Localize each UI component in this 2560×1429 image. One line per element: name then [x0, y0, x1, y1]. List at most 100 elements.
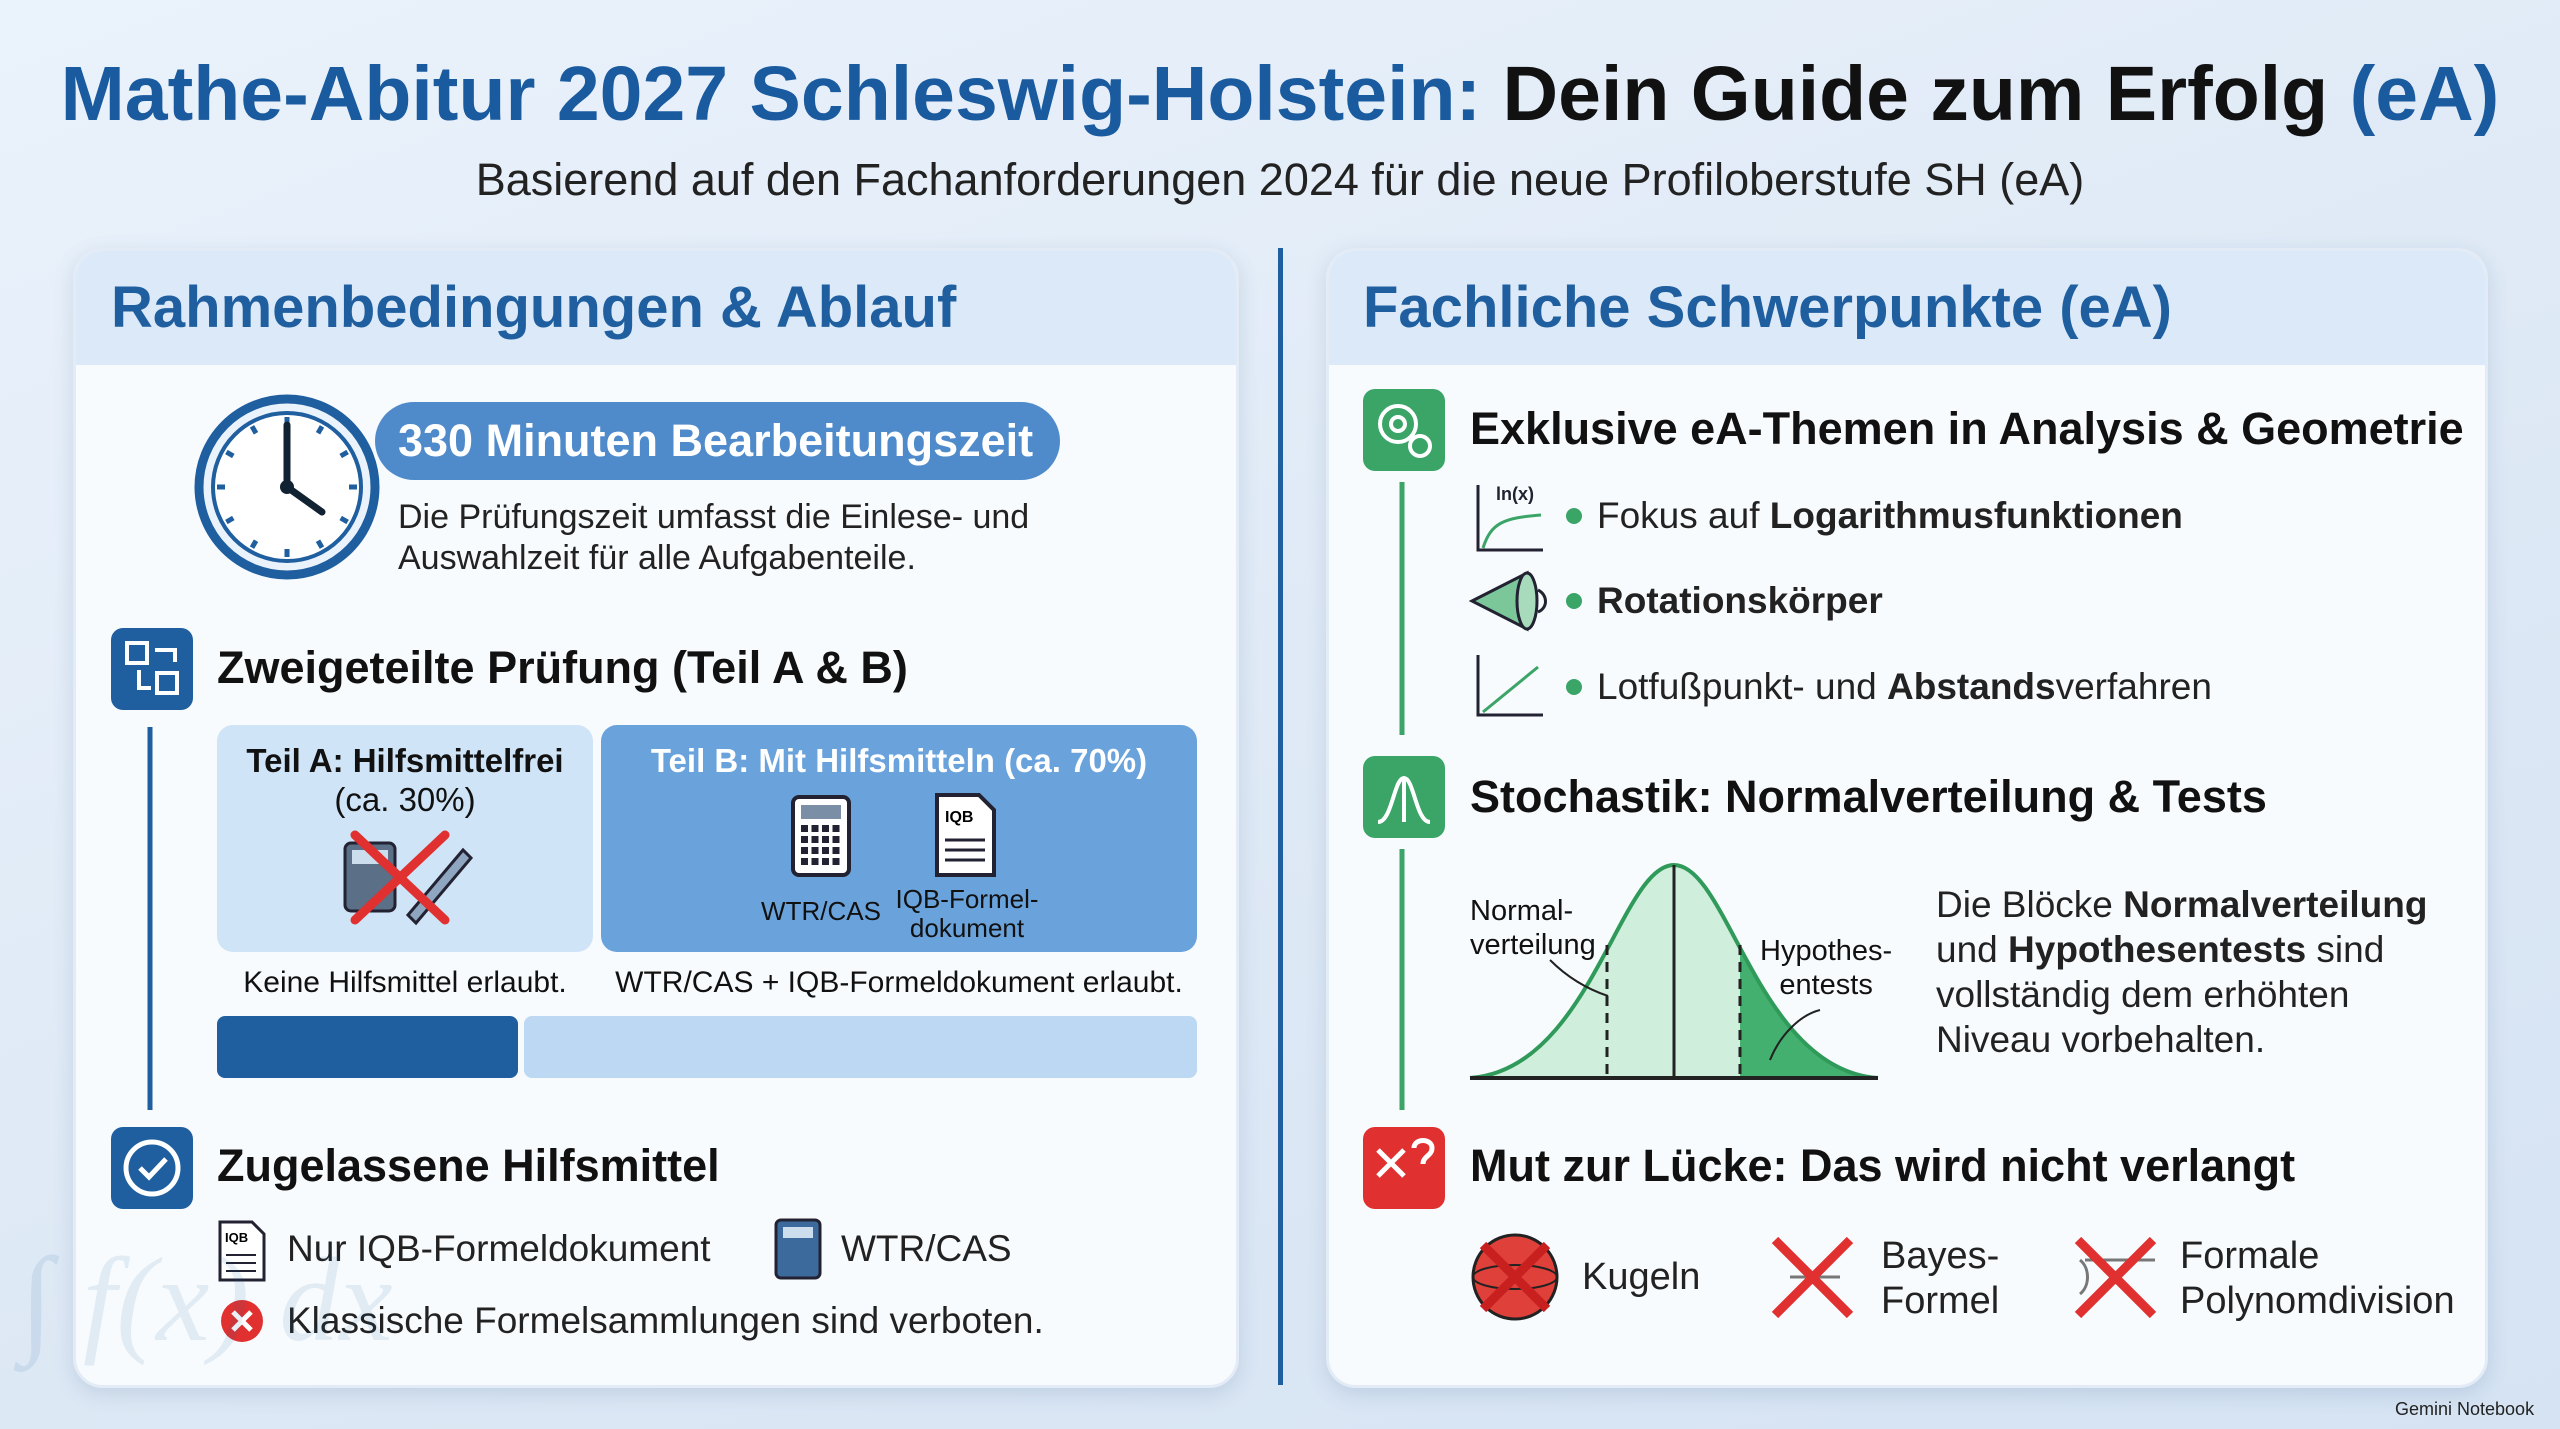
document-icon: IQB: [935, 793, 996, 877]
clock-tick: [225, 515, 235, 525]
shape: [123, 1139, 181, 1197]
shape: [801, 825, 840, 865]
icon-text: IQB: [945, 809, 973, 826]
bullet-bold: Rotationskörper: [1597, 580, 1883, 621]
clock-tick: [225, 449, 235, 459]
bullet-text: Lotfußpunkt- und: [1597, 666, 1888, 707]
aid-item: Nur IQB-Formeldokument: [287, 1228, 711, 1269]
calculator-key: [811, 847, 819, 854]
gap-item: Kugeln: [1582, 1256, 1701, 1298]
progress-b: [524, 1016, 1197, 1078]
panel-title: Rahmenbedingungen & Ablauf: [111, 275, 957, 340]
shape: [350, 830, 450, 925]
check-icon: [123, 1139, 181, 1197]
calculator-key: [822, 836, 829, 843]
clock-icon: [194, 394, 380, 580]
panel-header: [1329, 251, 2485, 365]
gear-icon: [1378, 404, 1432, 458]
calculator-key: [822, 847, 829, 854]
clock-tick: [315, 539, 325, 549]
shape: [801, 805, 841, 819]
forbidden-text: Klassische Formelsammlungen sind verbote…: [287, 1300, 1044, 1341]
icon-box: [1363, 1127, 1445, 1209]
calculator-key: [811, 825, 819, 832]
shape: [1389, 415, 1407, 433]
bullet-text: verfahren: [2055, 666, 2212, 707]
stochastics-text: Die Blöcke Normalverteilung und Hypothes…: [1936, 882, 2456, 1062]
pill-text: 330 Minuten Bearbeitungszeit: [398, 415, 1034, 466]
text-part: sind vollständig dem erhöhten Niveau vor…: [1936, 929, 2385, 1060]
text-part: Die Blöcke: [1936, 884, 2124, 925]
shape: [1408, 434, 1432, 458]
part-a-box: [217, 725, 593, 952]
distance-icon: [1476, 655, 1543, 717]
clock-tick: [249, 425, 259, 435]
shape: [1476, 485, 1543, 552]
shape: [1771, 1236, 1854, 1319]
title-part: (eA): [2349, 51, 2500, 137]
shape: [280, 480, 294, 494]
shape: [137, 648, 177, 690]
x-question-icon: [1376, 1138, 1435, 1178]
caption: Keine Hilfsmittel erlaubt.: [243, 966, 567, 999]
shape: [1378, 404, 1418, 444]
shape: [2074, 1236, 2157, 1319]
bullet-bold: Abstands: [1887, 666, 2056, 707]
no-aids-icon: [343, 830, 474, 926]
swap-icon: [125, 641, 179, 695]
shape: [945, 838, 985, 862]
gap-item: Bayes- Formel: [1881, 1235, 2000, 1322]
icon-text: ln(x): [1496, 484, 1534, 504]
calculator-key: [801, 847, 808, 854]
clock-tick: [249, 539, 259, 549]
part-b-box: [601, 725, 1197, 952]
caption: WTR/CAS + IQB-Formeldokument erlaubt.: [615, 966, 1183, 999]
curve-label: Normal- verteilung: [1470, 895, 1596, 961]
shape: [1566, 593, 1582, 609]
shape: [138, 1157, 168, 1181]
bullet-dots: [1566, 508, 1582, 695]
calculator-key: [832, 847, 840, 854]
calculator-key: [822, 825, 829, 832]
bell-curve: [1469, 862, 1879, 1080]
bayes-icon: [1771, 1236, 1854, 1319]
progress-a: [217, 1016, 518, 1078]
calculator-key: [832, 836, 840, 843]
title-part: Dein Guide zum Erfolg: [1502, 51, 2329, 137]
divider: [1278, 248, 1283, 1385]
section-heading: Mut zur Lücke: Das wird nicht verlangt: [1470, 1140, 2296, 1191]
panel-title: Fachliche Schwerpunkte (eA): [1363, 275, 2172, 340]
curve-label: Hypothes- entests: [1760, 935, 1893, 1001]
shape: [231, 1310, 253, 1332]
polynom-icon: [2074, 1236, 2157, 1319]
subtitle: Basierend auf den Fachanforderungen 2024…: [475, 154, 2085, 205]
shape: [226, 1254, 256, 1272]
shape: [1566, 679, 1582, 695]
shape: [935, 793, 996, 877]
clock-tick: [339, 449, 349, 459]
shape: [125, 641, 149, 665]
part-a-share: (ca. 30%): [334, 781, 476, 818]
part-b-title: Teil B: Mit Hilfsmitteln (ca. 70%): [650, 742, 1148, 779]
section-heading: Zweigeteilte Prüfung (Teil A & B): [217, 642, 908, 693]
bullet: Lotfußpunkt- und Abstandsverfahren: [1597, 668, 2212, 705]
calculator-icon: [791, 795, 851, 877]
document-icon: IQB: [218, 1220, 266, 1282]
text-part: und: [1936, 929, 2009, 970]
brand: Gemini Notebook: [2395, 1399, 2535, 1419]
clock-tick: [339, 515, 349, 525]
calculator-key: [822, 858, 829, 865]
calculator-key: [811, 836, 819, 843]
shape: [1482, 665, 1539, 714]
calculator-key: [832, 825, 840, 832]
shape: [1515, 571, 1539, 631]
title-part: Mathe-Abitur 2027 Schleswig-Holstein:: [60, 51, 1482, 137]
icon-label: WTR/CAS: [761, 896, 881, 926]
shape: [1537, 588, 1547, 614]
shape: [283, 483, 326, 516]
log-icon: ln(x): [1476, 484, 1543, 552]
calculator-key: [801, 825, 808, 832]
bullet-text: Fokus auf: [1597, 495, 1770, 536]
panel-header: [76, 251, 1236, 365]
